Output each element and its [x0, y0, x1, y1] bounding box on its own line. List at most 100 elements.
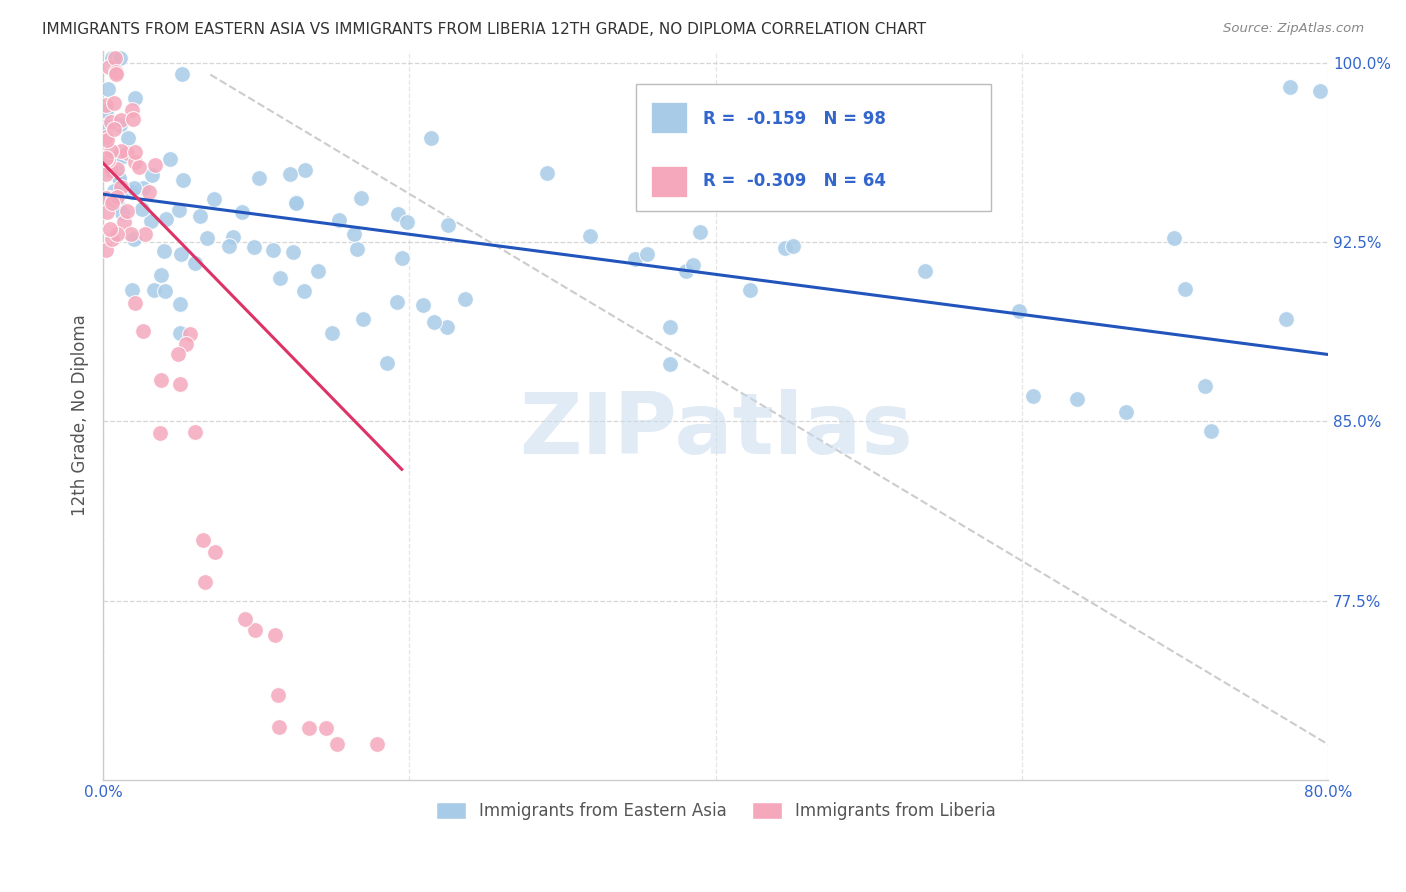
- Point: [132, 324, 155, 338]
- Point: [172, 173, 194, 187]
- Point: [315, 722, 337, 736]
- Point: [298, 721, 321, 735]
- Point: [104, 164, 127, 178]
- Point: [100, 144, 122, 158]
- Point: [96, 243, 118, 257]
- Point: [105, 227, 128, 241]
- Point: [128, 161, 150, 175]
- Point: [96, 167, 118, 181]
- Point: [110, 51, 132, 65]
- Point: [153, 244, 176, 258]
- Point: [97, 153, 120, 167]
- Point: [98, 191, 121, 205]
- Point: [1174, 282, 1197, 296]
- Point: [141, 168, 163, 182]
- Point: [183, 256, 205, 270]
- Point: [143, 284, 166, 298]
- Point: [117, 131, 139, 145]
- Point: [221, 229, 243, 244]
- Point: [658, 319, 681, 334]
- Point: [278, 167, 301, 181]
- Point: [110, 112, 132, 127]
- Point: [124, 145, 146, 160]
- Point: [122, 181, 145, 195]
- Point: [131, 202, 153, 216]
- FancyBboxPatch shape: [651, 166, 688, 196]
- Point: [387, 207, 409, 221]
- Point: [307, 263, 329, 277]
- Point: [101, 193, 124, 207]
- Point: [263, 628, 285, 642]
- Point: [636, 247, 658, 261]
- Point: [387, 295, 409, 310]
- Point: [247, 171, 270, 186]
- Point: [659, 357, 682, 371]
- Point: [108, 177, 131, 191]
- Point: [1275, 311, 1298, 326]
- Point: [536, 166, 558, 180]
- Point: [269, 720, 291, 734]
- Point: [395, 215, 418, 229]
- Point: [100, 114, 122, 128]
- Point: [342, 227, 364, 241]
- Point: [143, 158, 166, 172]
- Point: [105, 190, 128, 204]
- Point: [436, 319, 458, 334]
- Point: [294, 163, 316, 178]
- Point: [176, 336, 198, 351]
- Text: ZIPatlas: ZIPatlas: [519, 389, 912, 472]
- Point: [112, 149, 135, 163]
- Point: [167, 203, 190, 218]
- Point: [107, 159, 129, 173]
- Point: [124, 154, 146, 169]
- Point: [139, 214, 162, 228]
- Point: [96, 152, 118, 166]
- Point: [96, 103, 118, 118]
- Point: [110, 145, 132, 159]
- Point: [111, 206, 134, 220]
- Point: [1066, 392, 1088, 406]
- Point: [112, 215, 135, 229]
- Point: [103, 184, 125, 198]
- Point: [104, 65, 127, 79]
- FancyBboxPatch shape: [651, 103, 688, 133]
- Legend: Immigrants from Eastern Asia, Immigrants from Liberia: Immigrants from Eastern Asia, Immigrants…: [429, 795, 1002, 827]
- Point: [97, 82, 120, 96]
- Point: [134, 227, 156, 241]
- Point: [422, 315, 444, 329]
- Point: [284, 196, 307, 211]
- Point: [579, 229, 602, 244]
- Point: [231, 205, 253, 219]
- Text: IMMIGRANTS FROM EASTERN ASIA VS IMMIGRANTS FROM LIBERIA 12TH GRADE, NO DIPLOMA C: IMMIGRANTS FROM EASTERN ASIA VS IMMIGRAN…: [42, 22, 927, 37]
- Point: [1115, 405, 1137, 419]
- Point: [188, 209, 211, 223]
- Point: [96, 152, 118, 166]
- Y-axis label: 12th Grade, No Diploma: 12th Grade, No Diploma: [72, 315, 89, 516]
- Point: [242, 240, 264, 254]
- Point: [624, 252, 647, 266]
- Point: [1022, 389, 1045, 403]
- Point: [124, 296, 146, 310]
- Point: [689, 225, 711, 239]
- Point: [96, 153, 118, 168]
- Point: [150, 372, 173, 386]
- Point: [1008, 304, 1031, 318]
- Point: [269, 271, 291, 285]
- Point: [122, 232, 145, 246]
- Point: [96, 98, 118, 112]
- Point: [115, 146, 138, 161]
- Point: [675, 264, 697, 278]
- Point: [375, 356, 398, 370]
- Point: [167, 347, 190, 361]
- Point: [419, 130, 441, 145]
- Point: [131, 180, 153, 194]
- Point: [122, 112, 145, 126]
- Point: [149, 426, 172, 441]
- Point: [262, 243, 284, 257]
- Point: [97, 163, 120, 178]
- Point: [108, 118, 131, 132]
- Point: [110, 180, 132, 194]
- Point: [914, 263, 936, 277]
- Point: [391, 251, 413, 265]
- Point: [103, 122, 125, 136]
